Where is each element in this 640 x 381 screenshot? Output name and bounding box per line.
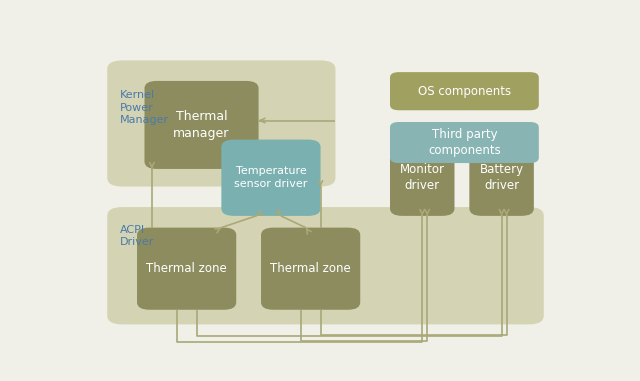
FancyBboxPatch shape	[390, 139, 454, 216]
FancyBboxPatch shape	[137, 227, 236, 310]
FancyBboxPatch shape	[108, 207, 544, 325]
Text: Kernel
Power
Manager: Kernel Power Manager	[120, 90, 169, 125]
Text: Thermal zone: Thermal zone	[147, 262, 227, 275]
Text: ACPI
Driver: ACPI Driver	[120, 225, 154, 248]
Text: Battery
driver: Battery driver	[479, 163, 524, 192]
FancyBboxPatch shape	[390, 72, 539, 110]
FancyBboxPatch shape	[469, 139, 534, 216]
Text: Temperature
sensor driver: Temperature sensor driver	[234, 166, 308, 189]
Text: Thermal zone: Thermal zone	[270, 262, 351, 275]
Text: Third party
components: Third party components	[428, 128, 500, 157]
Text: Monitor
driver: Monitor driver	[400, 163, 445, 192]
Text: OS components: OS components	[418, 85, 511, 98]
FancyBboxPatch shape	[261, 227, 360, 310]
FancyBboxPatch shape	[221, 139, 321, 216]
Text: Thermal
manager: Thermal manager	[173, 110, 230, 140]
FancyBboxPatch shape	[145, 81, 259, 169]
FancyBboxPatch shape	[390, 122, 539, 163]
FancyBboxPatch shape	[108, 61, 335, 187]
